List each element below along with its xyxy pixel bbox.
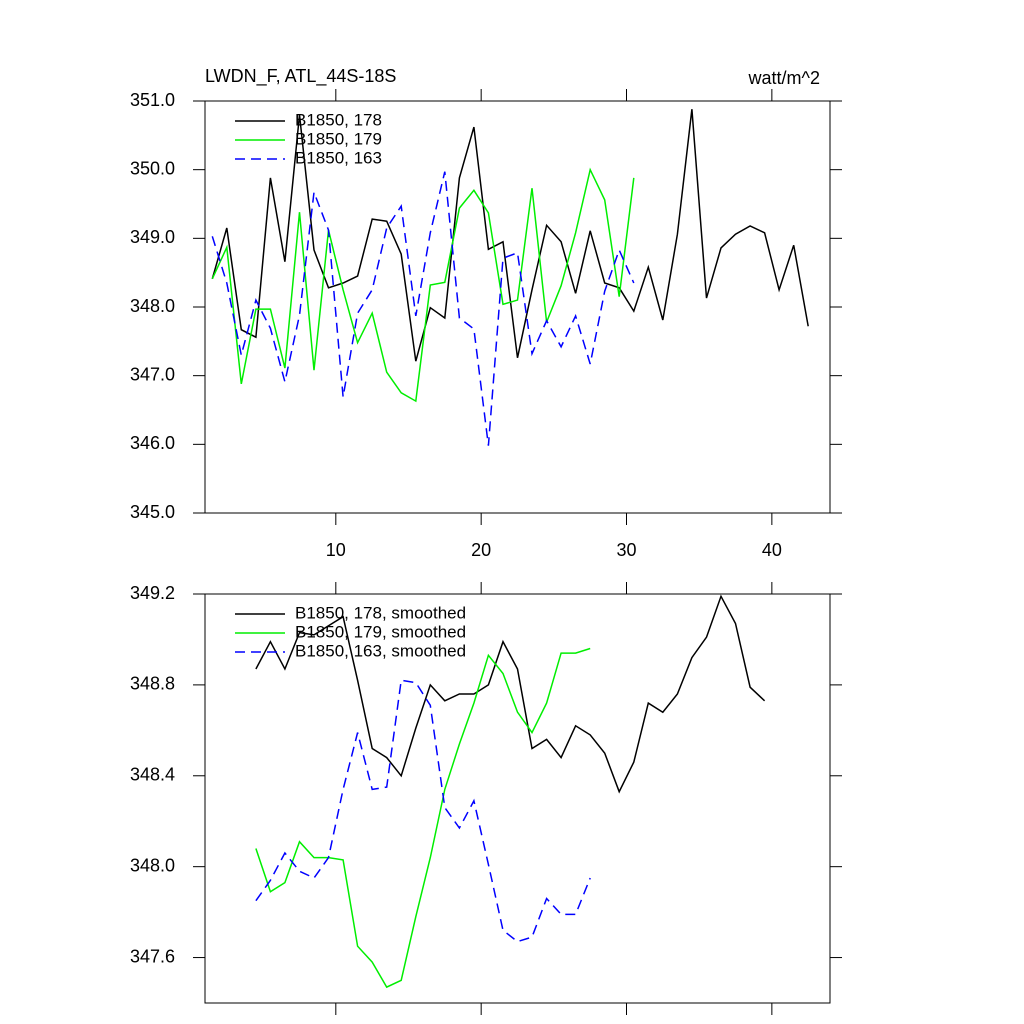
legend-label: B1850, 178, smoothed xyxy=(295,603,466,622)
series-line xyxy=(255,594,766,794)
y-tick-label: 345.0 xyxy=(130,502,175,522)
legend-label: B1850, 179 xyxy=(295,129,382,148)
y-tick-label: 348.8 xyxy=(130,674,175,694)
series-line xyxy=(211,171,635,446)
y-tick-label: 350.0 xyxy=(130,158,175,178)
series-line xyxy=(255,647,591,989)
units-label: watt/m^2 xyxy=(748,68,820,88)
plot-frame xyxy=(204,593,831,1004)
y-tick-label: 348.4 xyxy=(130,765,175,785)
legend-label: B1850, 163 xyxy=(295,148,382,167)
chart-title: LWDN_F, ATL_44S-18S xyxy=(205,66,396,87)
y-tick-label: 348.0 xyxy=(130,296,175,316)
x-tick-label: 10 xyxy=(326,540,346,560)
series-line xyxy=(255,679,591,943)
y-tick-label: 349.2 xyxy=(130,583,175,603)
y-tick-label: 348.0 xyxy=(130,855,175,875)
y-tick-label: 346.0 xyxy=(130,433,175,453)
y-tick-label: 349.0 xyxy=(130,227,175,247)
series-line xyxy=(211,167,635,403)
y-tick-label: 347.0 xyxy=(130,364,175,384)
y-tick-label: 347.6 xyxy=(130,946,175,966)
x-tick-label: 30 xyxy=(616,540,636,560)
series-line xyxy=(211,109,809,362)
legend-label: B1850, 179, smoothed xyxy=(295,622,466,641)
legend-label: B1850, 163, smoothed xyxy=(295,641,466,660)
x-tick-label: 40 xyxy=(762,540,782,560)
legend-label: B1850, 178 xyxy=(295,110,382,129)
y-tick-label: 351.0 xyxy=(130,90,175,110)
x-tick-label: 20 xyxy=(471,540,491,560)
